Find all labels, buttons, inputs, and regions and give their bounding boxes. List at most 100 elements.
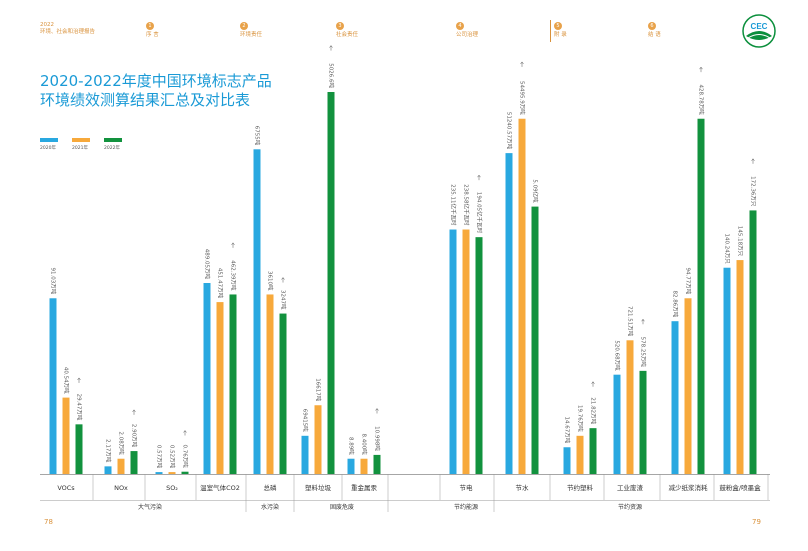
report-title: 2022 环境、社会和治理报告 xyxy=(40,22,95,36)
report-name: 环境、社会和治理报告 xyxy=(40,29,96,35)
bar-2021年 xyxy=(626,340,634,474)
section-number: 4 xyxy=(456,22,464,30)
section-number: 5 xyxy=(554,22,562,30)
data-label: 140.24万只 xyxy=(724,233,731,264)
bar-2021年 xyxy=(518,118,526,475)
data-label: 14.67万吨 xyxy=(564,417,572,444)
bar-2022年 xyxy=(327,92,335,474)
chart-title-line-2: 环境绩效测算结果汇总及对比表 xyxy=(40,91,251,109)
section-label: 社会责任 xyxy=(336,32,359,38)
section-number: 6 xyxy=(648,22,656,30)
data-label: 8.400吨 xyxy=(361,433,369,455)
data-label: 451.47万吨 xyxy=(217,268,225,299)
bar-2022年 xyxy=(373,454,381,474)
data-label: 2.17万吨 xyxy=(105,439,113,463)
bar-2021年 xyxy=(266,294,274,474)
bar-2022年 xyxy=(639,370,647,474)
bar-2020年 xyxy=(613,374,621,474)
data-label: 0.52万吨 xyxy=(169,445,177,469)
data-label: 2.08万吨 xyxy=(118,431,126,455)
nav-section-1[interactable]: 1 序 言 xyxy=(146,22,159,39)
nav-section-2[interactable]: 2 环境责任 xyxy=(240,22,262,39)
bar-2022年 xyxy=(75,424,83,474)
bar-2020年 xyxy=(505,153,513,474)
section-number: 2 xyxy=(240,22,248,30)
data-label: 172.36万只 xyxy=(750,176,757,207)
x-tick-label: 塑料垃圾 xyxy=(305,483,332,492)
data-label: 2.90万吨 xyxy=(131,424,139,448)
data-label: 94.77万吨 xyxy=(685,268,693,295)
data-label: 5.09亿吨 xyxy=(532,179,540,203)
nav-section-6[interactable]: 6 结 语 xyxy=(648,22,661,39)
section-label: 附 录 xyxy=(554,32,567,38)
bar-2022年 xyxy=(749,210,757,475)
page-number-left: 78 xyxy=(44,518,53,526)
data-label: 0.76万吨 xyxy=(182,444,190,468)
x-tick-label: 温室气体CO2 xyxy=(200,483,240,492)
data-label: 91.03万吨 xyxy=(50,268,58,295)
bar-2021年 xyxy=(576,435,584,474)
bar-2022年 xyxy=(475,237,483,474)
bar-2020年 xyxy=(723,267,731,474)
x-tick-label: 重金属汞 xyxy=(351,483,378,492)
section-label: 结 语 xyxy=(648,32,661,38)
legend-label: 2022年 xyxy=(104,146,120,151)
data-label: 5026.6吨 xyxy=(328,63,336,88)
data-label: 238.58亿千瓦时 xyxy=(463,184,471,226)
group-label: 水污染 xyxy=(261,503,279,511)
bar-2020年 xyxy=(671,321,679,474)
bar-2022年 xyxy=(130,451,138,474)
bar-2022年 xyxy=(181,471,189,474)
logo-text: CEC xyxy=(751,22,768,31)
x-tick-label: NOx xyxy=(114,484,128,492)
data-label: 16617吨 xyxy=(315,378,323,401)
x-tick-label: 工业废渣 xyxy=(617,483,644,492)
group-label: 节约资源 xyxy=(618,503,642,511)
bar-2022年 xyxy=(229,294,237,474)
data-label: 3610吨 xyxy=(267,271,275,291)
bar-2021年 xyxy=(360,458,368,474)
nav-section-3[interactable]: 3 社会责任 xyxy=(336,22,358,39)
nav-section-5[interactable]: 5 附 录 xyxy=(554,22,567,39)
bar-2020年 xyxy=(155,472,163,474)
data-label: 82.86万吨 xyxy=(672,290,680,317)
data-label: 578.25万吨 xyxy=(640,337,648,368)
bar-2022年 xyxy=(531,206,539,474)
x-tick-label: 节水 xyxy=(516,483,530,492)
bar-2021年 xyxy=(684,298,692,474)
data-label: 489.05万吨 xyxy=(204,249,212,280)
data-label: 19.76万吨 xyxy=(577,405,585,432)
legend-swatch xyxy=(104,138,122,142)
bar-2020年 xyxy=(49,298,57,474)
bar-2021年 xyxy=(62,397,70,474)
legend-swatch xyxy=(72,138,90,142)
bar-2021年 xyxy=(216,302,224,474)
section-number: 3 xyxy=(336,22,344,30)
bar-2022年 xyxy=(279,313,287,474)
report-year: 2022 xyxy=(40,22,54,28)
cec-logo: CEC xyxy=(742,14,776,48)
data-label: 721.51万吨 xyxy=(627,306,635,337)
data-label: 194.05亿千瓦时 xyxy=(476,192,484,234)
legend-swatch xyxy=(40,138,58,142)
nav-section-4[interactable]: 4 公司治理 xyxy=(456,22,478,39)
legend-item-2022: 2022年 xyxy=(104,138,122,151)
section-number: 1 xyxy=(146,22,154,30)
bar-2021年 xyxy=(314,405,322,474)
group-label: 节约能源 xyxy=(454,503,478,511)
data-label: 40.54万吨 xyxy=(63,367,71,394)
legend-label: 2021年 xyxy=(72,146,88,151)
x-tick-label: 节约塑料 xyxy=(567,483,594,492)
data-label: 235.11亿千瓦时 xyxy=(450,184,458,226)
bar-2022年 xyxy=(697,118,705,475)
bar-2022年 xyxy=(589,428,597,474)
section-label: 环境责任 xyxy=(240,32,263,38)
x-tick-label: VOCs xyxy=(57,484,75,492)
x-tick-label: SO₂ xyxy=(166,484,178,492)
chart-title: 2020-2022年度中国环境标志产品 环境绩效测算结果汇总及对比表 xyxy=(40,72,272,110)
data-label: 428.78万吨 xyxy=(698,84,706,115)
bar-2021年 xyxy=(736,260,744,474)
bar-2021年 xyxy=(168,472,176,474)
bar-2020年 xyxy=(203,283,211,474)
